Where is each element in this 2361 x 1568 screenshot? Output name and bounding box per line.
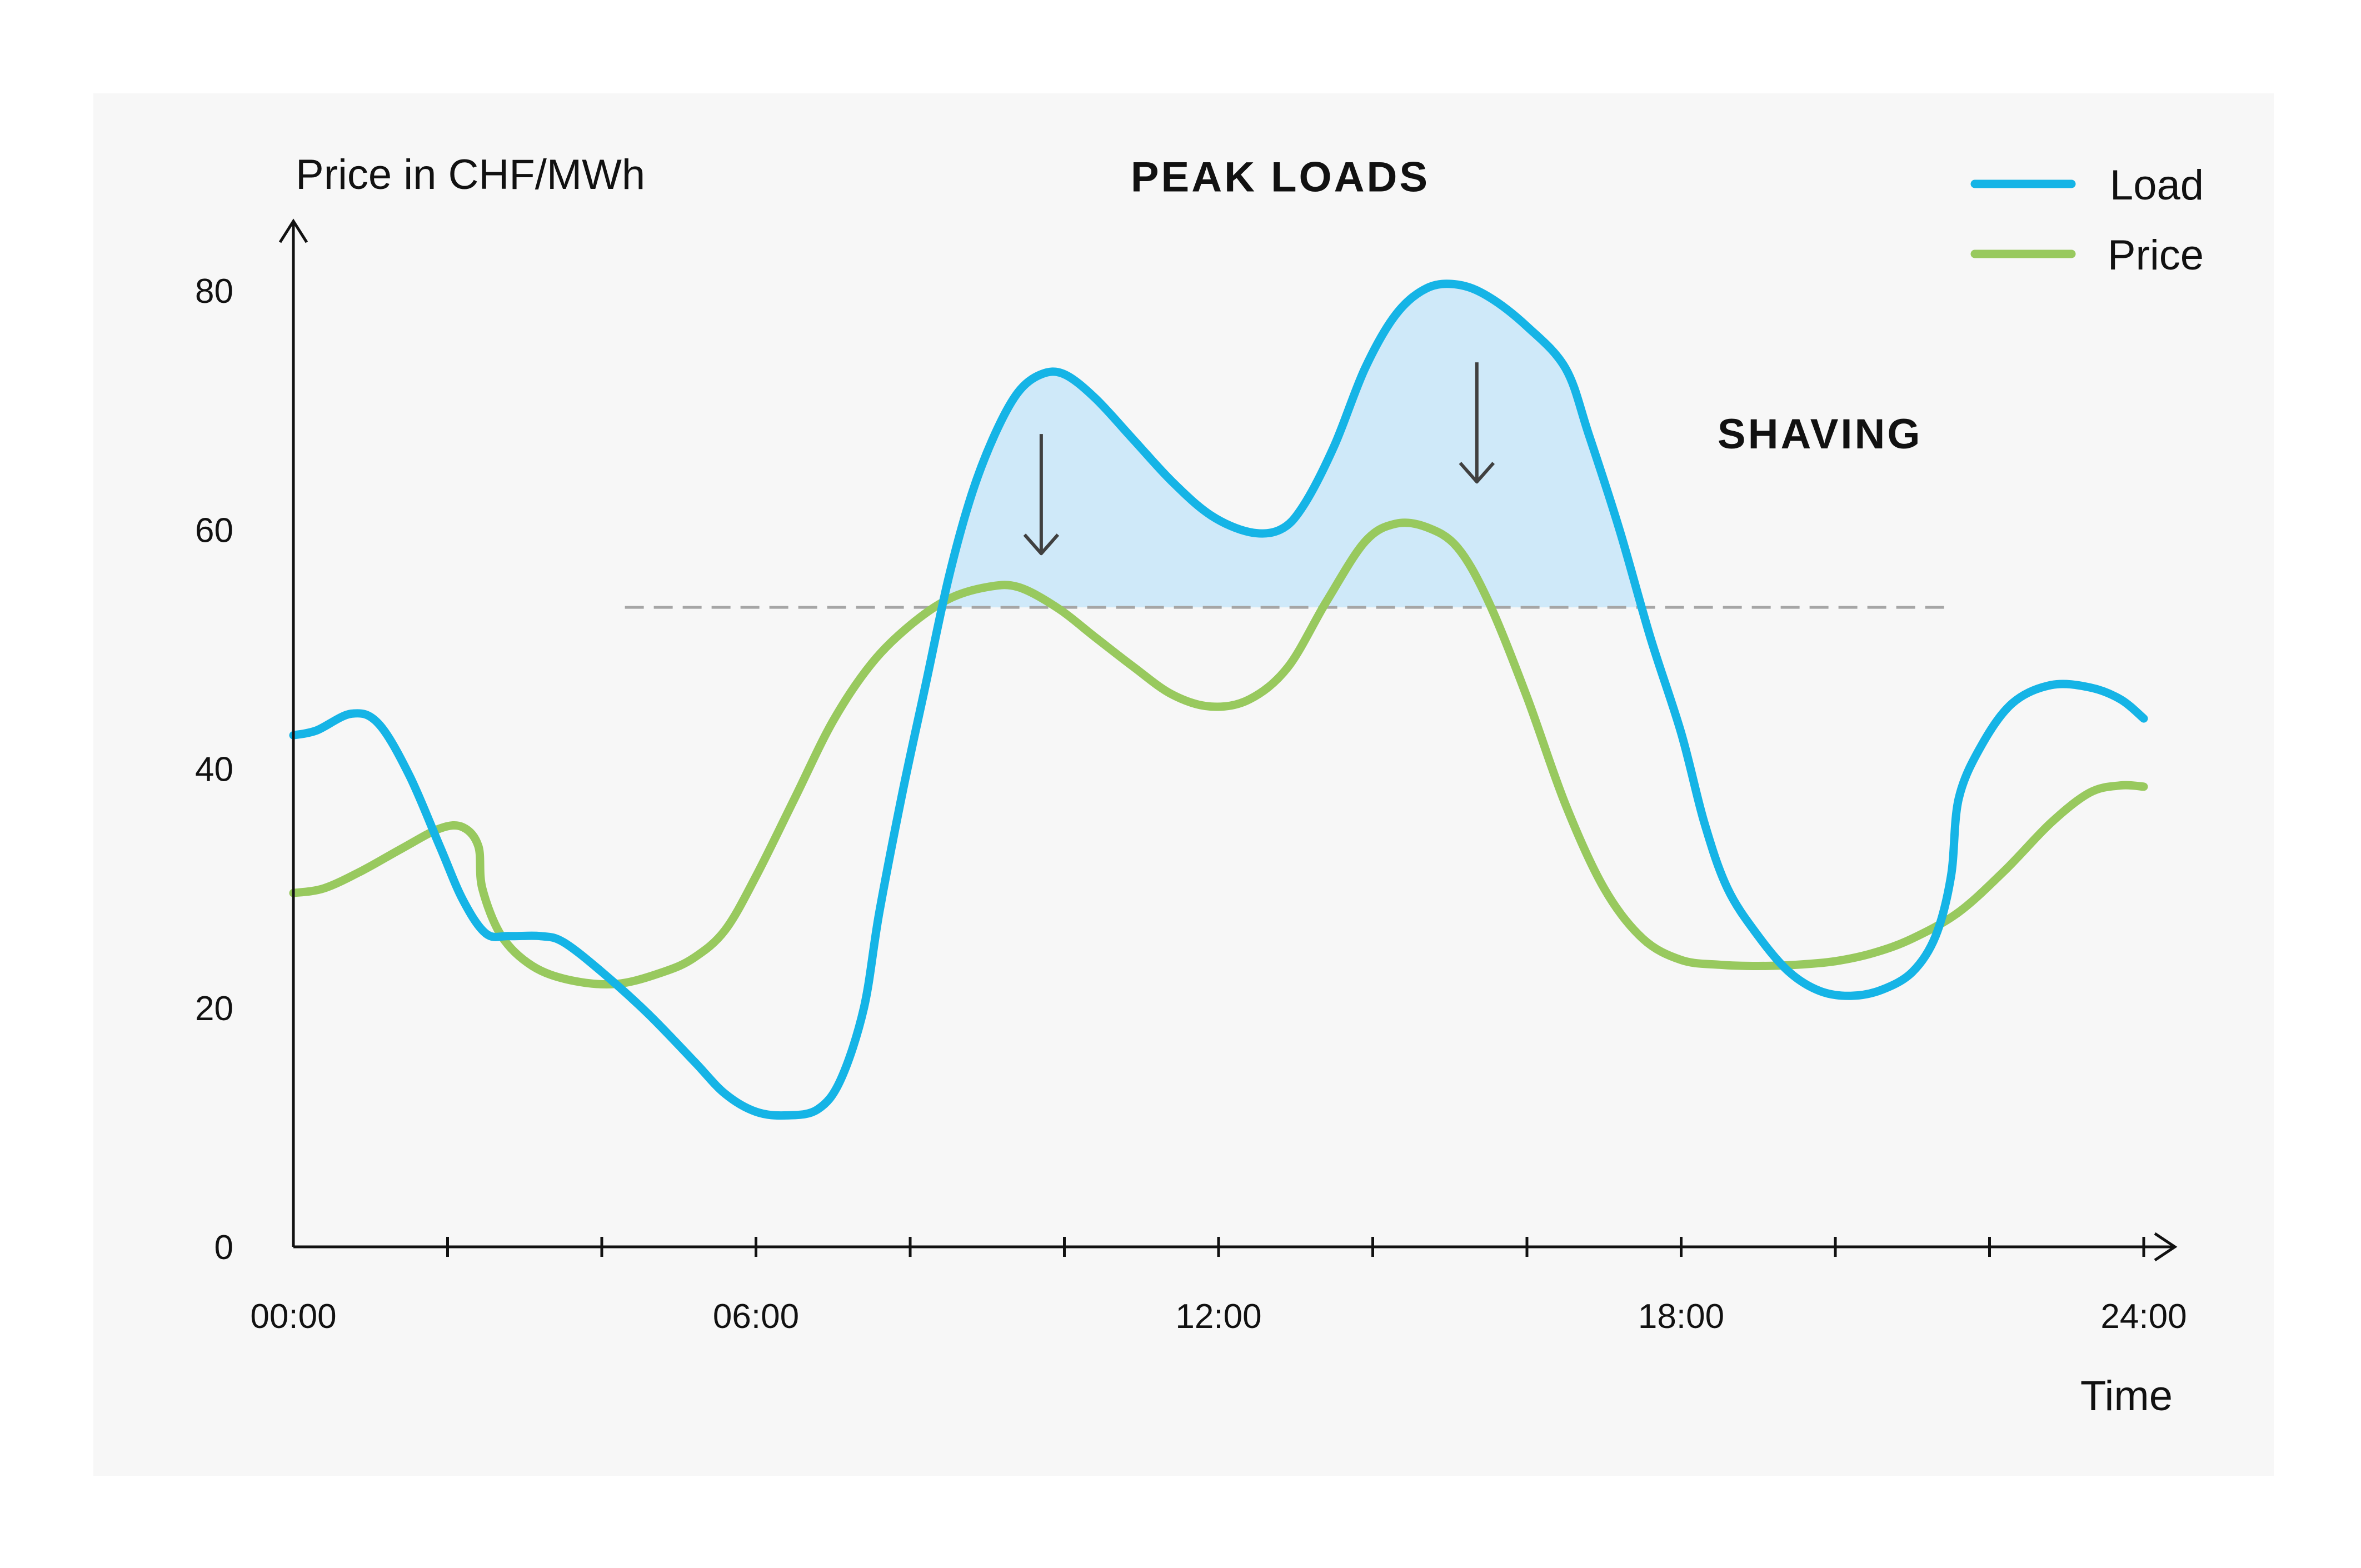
x-tick-label: 06:00 <box>713 1297 799 1336</box>
x-axis-arrowhead <box>2154 1232 2178 1262</box>
legend-label: Load <box>2110 162 2204 209</box>
peak-shaving-area <box>910 283 1681 608</box>
legend-label: Price <box>2108 232 2204 279</box>
series-line-price <box>289 518 2148 989</box>
legend-item-price: Price <box>1970 232 2204 279</box>
line-chart: 00:00 06:00 12:00 18:00 24:00 0 20 40 60 80 Price … <box>195 151 2204 1420</box>
x-tick-label: 18:00 <box>1638 1297 1724 1336</box>
series-line-load <box>289 279 2148 1120</box>
y-tick-label: 0 <box>214 1229 233 1267</box>
x-axis-title: Time <box>2080 1372 2173 1420</box>
annotation-peak-loads: PEAK LOADS <box>1131 154 1430 201</box>
legend-item-load: Load <box>1970 162 2204 209</box>
chart-panel: 00:00 06:00 12:00 18:00 24:00 0 20 40 60 80 Price … <box>93 93 2274 1476</box>
x-tick-label: 24:00 <box>2100 1297 2187 1336</box>
y-tick-label: 80 <box>195 272 233 311</box>
y-axis-title: Price in CHF/MWh <box>296 151 645 198</box>
shaving-arrow <box>1023 434 1060 556</box>
x-tick-label: 12:00 <box>1175 1297 1261 1336</box>
x-tick-label: 00:00 <box>250 1297 336 1336</box>
y-tick-label: 40 <box>195 751 233 789</box>
y-axis-arrowhead <box>278 218 308 243</box>
shaving-arrow <box>1459 362 1495 484</box>
annotation-shaving: SHAVING <box>1718 411 1923 458</box>
y-tick-label: 60 <box>195 511 233 550</box>
y-tick-label: 20 <box>195 990 233 1028</box>
